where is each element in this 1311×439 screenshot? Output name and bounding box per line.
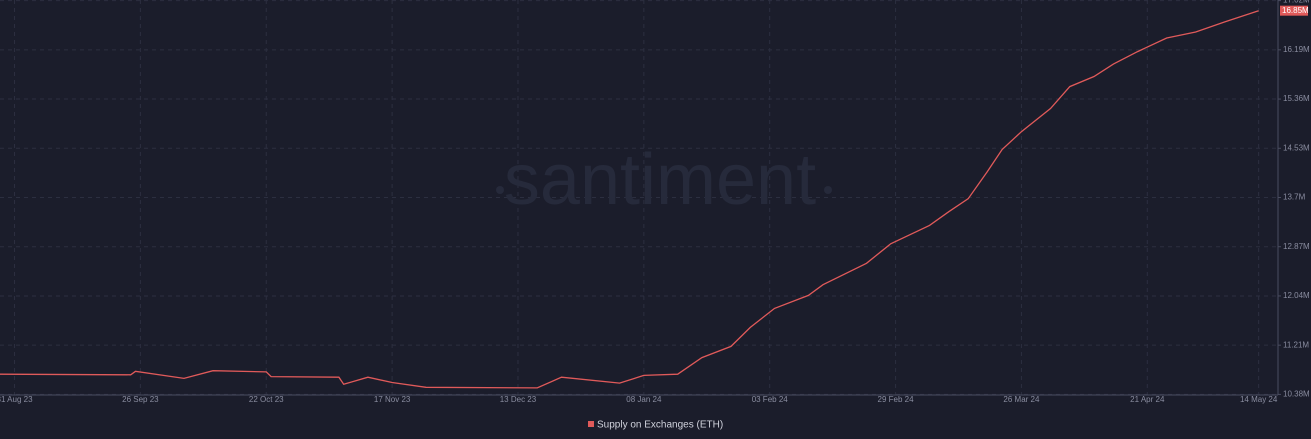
y-tick-label: 16.19M — [1283, 45, 1310, 54]
watermark: santiment — [504, 140, 816, 220]
watermark-dot — [824, 186, 832, 194]
legend-swatch — [588, 421, 594, 427]
y-tick-label: 12.04M — [1283, 291, 1310, 300]
x-tick-label: 29 Feb 24 — [878, 395, 915, 404]
legend-label: Supply on Exchanges (ETH) — [597, 420, 723, 431]
x-tick-label: 08 Jan 24 — [626, 395, 662, 404]
x-tick-label: 26 Mar 24 — [1003, 395, 1040, 404]
y-tick-label: 12.87M — [1283, 242, 1310, 251]
last-value-label: 16.85M — [1282, 6, 1309, 15]
y-tick-label: 11.21M — [1283, 340, 1309, 349]
y-tick-label: 13.7M — [1283, 193, 1306, 202]
grid — [0, 0, 1278, 395]
x-tick-label: 22 Oct 23 — [249, 395, 284, 404]
y-tick-label: 14.53M — [1283, 143, 1310, 152]
x-tick-label: 14 May 24 — [1240, 395, 1278, 404]
y-tick-label: 15.36M — [1283, 94, 1310, 103]
x-tick-label: 21 Apr 24 — [1130, 395, 1165, 404]
line — [0, 10, 1259, 389]
x-tick-label: 03 Feb 24 — [752, 395, 789, 404]
x-tick-label: 26 Sep 23 — [122, 395, 159, 404]
last-value-tag — [1280, 5, 1308, 16]
x-tick-label: 13 Dec 23 — [500, 395, 537, 404]
watermark-dot — [496, 186, 504, 194]
x-tick-label: 31 Aug 23 — [0, 395, 33, 404]
y-tick-label: 17.02M — [1283, 0, 1310, 5]
y-tick-label: 10.38M — [1283, 390, 1310, 399]
x-tick-label: 17 Nov 23 — [374, 395, 411, 404]
